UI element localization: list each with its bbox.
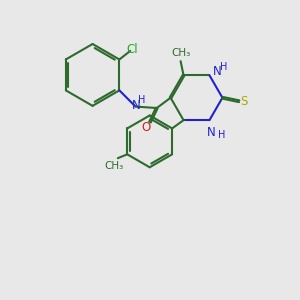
Text: CH₃: CH₃ [104, 161, 124, 171]
Text: CH₃: CH₃ [171, 48, 190, 58]
Text: N: N [207, 126, 215, 139]
Text: S: S [240, 95, 247, 108]
Text: H: H [220, 62, 227, 72]
Text: N: N [132, 99, 140, 112]
Text: H: H [138, 95, 146, 105]
Text: H: H [218, 130, 225, 140]
Text: O: O [142, 121, 151, 134]
Text: Cl: Cl [127, 43, 138, 56]
Text: N: N [212, 65, 221, 78]
